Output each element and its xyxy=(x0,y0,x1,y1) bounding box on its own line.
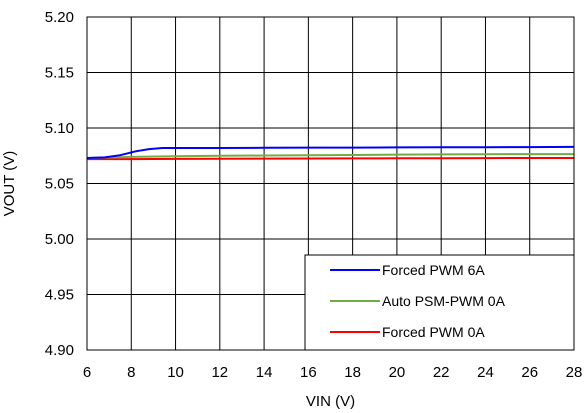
x-tick-label: 18 xyxy=(344,364,361,381)
y-tick-label: 5.00 xyxy=(45,231,74,248)
x-tick-label: 22 xyxy=(433,364,450,381)
x-tick-label: 6 xyxy=(83,364,91,381)
x-tick-label: 8 xyxy=(127,364,135,381)
y-axis-label: VOUT (V) xyxy=(1,151,18,217)
series-line-auto-psm-pwm-0a xyxy=(86,153,574,159)
legend: Forced PWM 6A Auto PSM-PWM 0A Forced PWM 0… xyxy=(304,254,575,351)
legend-box xyxy=(304,254,575,351)
legend-label: Auto PSM-PWM 0A xyxy=(382,293,506,309)
y-tick-label: 5.20 xyxy=(45,9,74,26)
x-axis-label: VIN (V) xyxy=(306,393,355,410)
y-tick-label: 5.05 xyxy=(45,176,74,193)
x-tick-label: 16 xyxy=(300,364,317,381)
x-tick-label: 26 xyxy=(521,364,538,381)
x-tick-label: 20 xyxy=(389,364,406,381)
legend-label: Forced PWM 0A xyxy=(382,324,485,340)
x-tick-label: 14 xyxy=(256,364,273,381)
series-line-forced-pwm-6a xyxy=(86,145,575,159)
x-tick-label: 28 xyxy=(566,364,583,381)
y-tick-label: 5.15 xyxy=(45,65,74,82)
y-tick-label: 5.10 xyxy=(45,120,74,137)
legend-label: Forced PWM 6A xyxy=(382,262,485,278)
y-tick-label: 4.90 xyxy=(45,342,74,359)
y-tick-label: 4.95 xyxy=(45,287,74,304)
x-tick-label: 12 xyxy=(211,364,228,381)
x-axis-ticks: 6 8 10 12 14 16 18 20 22 24 26 28 xyxy=(83,364,583,381)
series-lines xyxy=(86,145,575,161)
series-line-forced-pwm-0a xyxy=(87,157,574,161)
x-tick-label: 10 xyxy=(167,364,184,381)
y-axis-ticks: 4.90 4.95 5.00 5.05 5.10 5.15 5.20 xyxy=(45,9,74,359)
x-tick-label: 24 xyxy=(477,364,494,381)
